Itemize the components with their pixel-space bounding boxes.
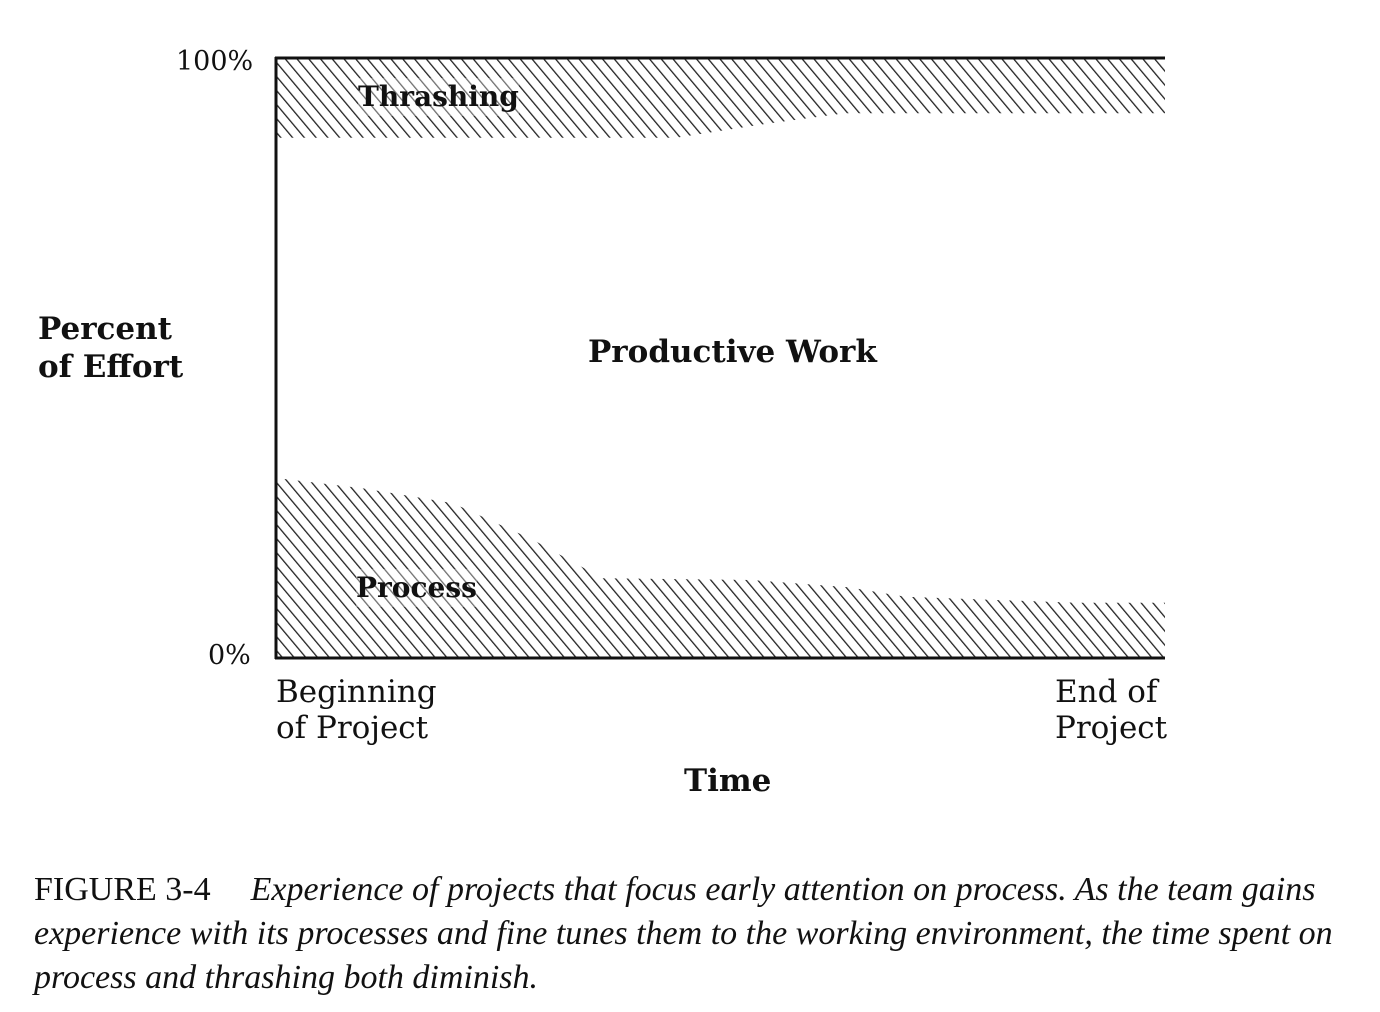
x-tick-end-line2: Project [1055,710,1168,746]
figure-caption: FIGURE 3-4 Experience of projects that fo… [34,868,1354,1000]
caption-text: Experience of projects that focus early … [34,871,1333,996]
x-axis-label: Time [684,763,772,799]
x-tick-end-line1: End of [1055,674,1158,710]
series-label-thrashing: Thrashing [358,78,519,116]
x-tick-beginning: Beginning of Project [276,674,437,746]
area-process [276,478,1165,658]
y-tick-0: 0% [208,640,251,671]
area-thrashing [276,58,1165,138]
figure-number: FIGURE 3-4 [34,871,211,908]
series-label-productive-work: Productive Work [588,334,877,370]
x-tick-end: End of Project [1055,674,1167,746]
series-label-process: Process [356,569,477,607]
x-tick-beginning-line1: Beginning [276,674,437,710]
y-tick-100: 100% [176,46,254,77]
y-axis-label: Percent of Effort [38,311,184,385]
x-tick-beginning-line2: of Project [276,710,429,746]
